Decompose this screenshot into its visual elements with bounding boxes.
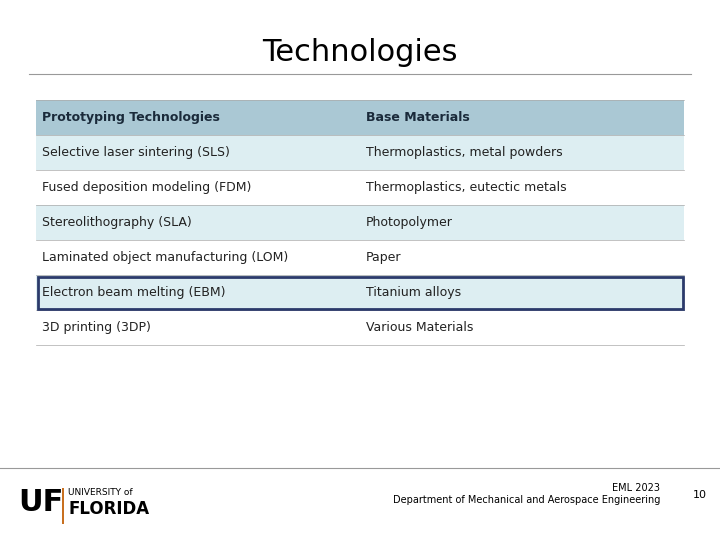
Text: Stereolithography (SLA): Stereolithography (SLA)	[42, 216, 192, 229]
Text: UNIVERSITY of: UNIVERSITY of	[68, 488, 132, 497]
Bar	[36, 240, 684, 275]
Text: Photopolymer: Photopolymer	[366, 216, 453, 229]
Bar	[36, 100, 684, 135]
Text: UF: UF	[18, 488, 63, 517]
Text: FLORIDA: FLORIDA	[68, 500, 149, 518]
Text: Thermoplastics, eutectic metals: Thermoplastics, eutectic metals	[366, 181, 567, 194]
Text: Titanium alloys: Titanium alloys	[366, 286, 461, 299]
Text: Thermoplastics, metal powders: Thermoplastics, metal powders	[366, 146, 562, 159]
Bar	[36, 205, 684, 240]
Text: Electron beam melting (EBM): Electron beam melting (EBM)	[42, 286, 225, 299]
Text: Various Materials: Various Materials	[366, 321, 473, 334]
Bar	[36, 275, 684, 310]
Text: Department of Mechanical and Aerospace Engineering: Department of Mechanical and Aerospace E…	[392, 495, 660, 505]
Bar	[36, 310, 684, 345]
Bar	[62, 488, 64, 524]
Text: 3D printing (3DP): 3D printing (3DP)	[42, 321, 151, 334]
Text: Fused deposition modeling (FDM): Fused deposition modeling (FDM)	[42, 181, 251, 194]
Text: Technologies: Technologies	[262, 38, 458, 67]
Text: Laminated object manufacturing (LOM): Laminated object manufacturing (LOM)	[42, 251, 288, 264]
Bar	[36, 170, 684, 205]
Bar	[36, 135, 684, 170]
Text: Selective laser sintering (SLS): Selective laser sintering (SLS)	[42, 146, 230, 159]
Text: Base Materials: Base Materials	[366, 111, 469, 124]
Text: 10: 10	[693, 490, 707, 500]
Text: Paper: Paper	[366, 251, 402, 264]
Text: Prototyping Technologies: Prototyping Technologies	[42, 111, 220, 124]
Text: EML 2023: EML 2023	[612, 483, 660, 493]
